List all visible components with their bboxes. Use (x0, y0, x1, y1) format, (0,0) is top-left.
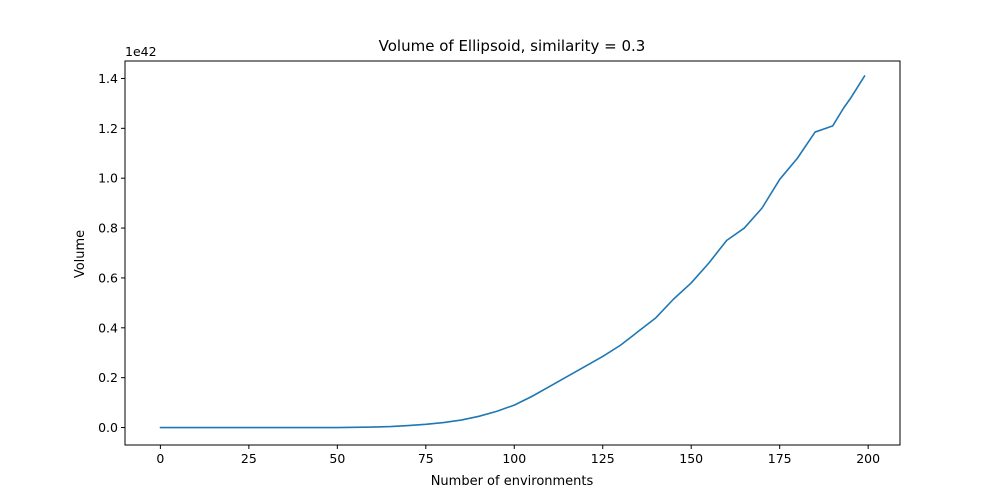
chart-title: Volume of Ellipsoid, similarity = 0.3 (379, 37, 646, 55)
y-tick-label: 1.0 (98, 171, 118, 186)
y-tick-label: 0.8 (98, 221, 118, 236)
x-tick-label: 0 (156, 451, 164, 466)
x-tick-label: 25 (241, 451, 257, 466)
x-tick-label: 100 (502, 451, 526, 466)
x-tick-label: 150 (679, 451, 703, 466)
y-axis-label: Volume (73, 230, 88, 278)
x-tick-label: 200 (856, 451, 880, 466)
x-axis-label: Number of environments (431, 474, 594, 489)
x-tick-label: 75 (418, 451, 434, 466)
y-tick-label: 0.6 (98, 270, 118, 285)
y-offset-label: 1e42 (125, 44, 157, 59)
x-tick-label: 175 (768, 451, 792, 466)
y-tick-label: 0.4 (98, 320, 118, 335)
y-tick-label: 0.0 (98, 420, 118, 435)
y-tick-label: 1.4 (98, 71, 118, 86)
x-tick-label: 125 (591, 451, 615, 466)
y-tick-label: 1.2 (98, 121, 118, 136)
x-tick-label: 50 (329, 451, 345, 466)
plot-frame (124, 60, 901, 446)
plot-area: 0 25 50 75 100 125 150 175 200 0.0 0.2 0.4 0.6 0.8 1.0… (98, 60, 901, 466)
series-line-0 (159, 75, 866, 429)
y-tick-label: 0.2 (98, 370, 118, 385)
